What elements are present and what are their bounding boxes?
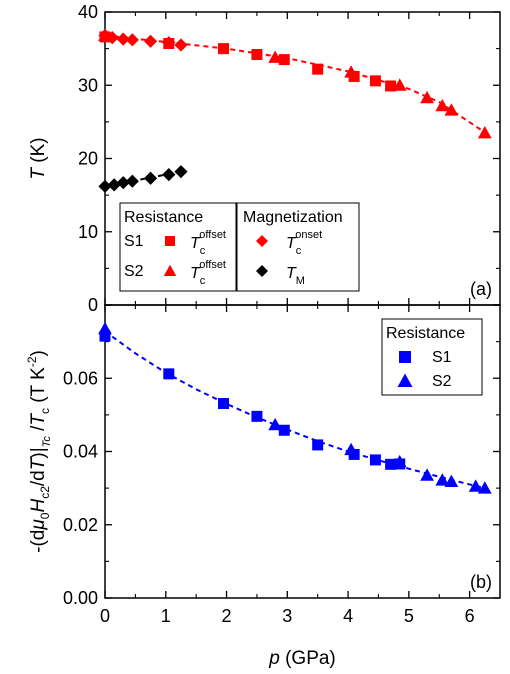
data-point-square (312, 439, 324, 451)
data-point-square (369, 454, 381, 466)
fit-line (104, 34, 489, 136)
data-point-triangle (344, 65, 358, 78)
x-tick-label: 2 (222, 606, 232, 626)
legend-marker-square (399, 351, 411, 363)
data-point-diamond (107, 178, 121, 192)
data-point-triangle (435, 473, 450, 486)
data-point-triangle (444, 474, 459, 488)
data-point-diamond (116, 32, 130, 46)
data-point-square (99, 330, 111, 342)
data-point-square (218, 398, 229, 410)
y-tick-label: 40 (78, 2, 98, 22)
data-point-triangle (477, 481, 492, 494)
y-axis-title-b: -(dμ0Hc2/dT)|Tc /Tc (T K-2) (25, 350, 53, 553)
legend-marker-square (165, 236, 175, 246)
data-point-square (369, 75, 381, 87)
legend-marker-diamond (256, 265, 268, 277)
legend-marker-triangle (163, 264, 177, 276)
legend-entry-label: S1 (432, 349, 452, 366)
x-tick-label: 4 (343, 606, 353, 626)
legend-title: Resistance (386, 325, 465, 342)
y-tick-label: 0.04 (63, 442, 98, 462)
y-tick-label: 30 (78, 75, 98, 95)
legend-title: Resistance (124, 209, 203, 226)
legend-box (381, 318, 483, 396)
data-point-triangle (98, 321, 112, 335)
legend-b: Resistance S1 S2 (381, 318, 483, 396)
data-point-diamond (116, 176, 130, 190)
data-point-triangle (444, 103, 459, 116)
y-tick-label: 20 (78, 149, 98, 169)
data-point-diamond (174, 165, 188, 179)
legend-entry-label: Tcoffset (190, 229, 226, 257)
data-point-triangle (392, 78, 407, 91)
data-point-triangle (268, 417, 283, 431)
y-tick-label: 0.02 (63, 515, 98, 535)
legend-title: Magnetization (243, 209, 343, 226)
legend-box-resistance (119, 202, 237, 292)
legend-sample-label: S1 (124, 233, 144, 250)
data-point-triangle (477, 125, 492, 139)
data-point-diamond (162, 168, 176, 182)
data-point-triangle (420, 90, 434, 104)
panel-label: (a) (470, 279, 492, 299)
panel-label: (b) (470, 572, 492, 592)
legend-sample-label: S2 (124, 263, 144, 280)
data-point-triangle (392, 454, 407, 468)
data-point-square (278, 424, 290, 436)
data-point-square (251, 48, 263, 60)
data-point-triangle (435, 98, 450, 112)
data-point-diamond (125, 174, 139, 188)
x-tick-label: 5 (404, 606, 414, 626)
x-tick-label: 0 (100, 606, 110, 626)
panel-b: 0 1 2 3 4 5 6 0.00 0.02 0.04 0.06 (b) (63, 304, 501, 626)
data-point-triangle (344, 442, 358, 456)
data-point-diamond (125, 33, 139, 47)
data-point-diamond (143, 171, 158, 185)
x-tick-label: 3 (282, 606, 292, 626)
y-tick-label: 10 (78, 222, 98, 242)
data-point-square (278, 54, 290, 66)
y-tick-label: 0.06 (63, 368, 98, 388)
data-point-triangle (98, 28, 112, 41)
legend-entry-label: TM (286, 265, 305, 287)
legend-entry-label: Tconset (286, 229, 322, 257)
data-point-diamond (98, 179, 112, 193)
y-tick-label: 0 (88, 295, 98, 315)
legend-marker-diamond (256, 235, 268, 247)
data-point-square (163, 368, 175, 380)
data-point-square (163, 37, 175, 49)
data-point-diamond (143, 34, 158, 48)
legend-entry-label: Tcoffset (190, 259, 226, 287)
data-point-triangle (468, 479, 483, 492)
data-point-diamond (174, 38, 188, 52)
legend-marker-triangle (397, 373, 413, 387)
y-axis-title-a: T (K) (28, 137, 49, 179)
x-axis-title: p (GPa) (268, 648, 336, 669)
legend-entry-label: S2 (432, 373, 452, 390)
y-tick-label: 0.00 (63, 588, 98, 608)
x-tick-label: 6 (465, 606, 475, 626)
legend-box-magnetization (236, 202, 360, 292)
fit-line (104, 330, 489, 490)
data-point-square (385, 458, 397, 470)
data-point-square (385, 80, 397, 92)
legend-a: Resistance S1 Tcoffset S2 Tcoffset Magnetizat… (119, 202, 360, 292)
data-point-triangle (268, 50, 283, 63)
x-tick-label: 1 (161, 606, 171, 626)
data-point-square (312, 63, 324, 75)
data-point-square (251, 410, 263, 422)
data-point-triangle (420, 468, 434, 481)
data-point-square (218, 43, 229, 55)
